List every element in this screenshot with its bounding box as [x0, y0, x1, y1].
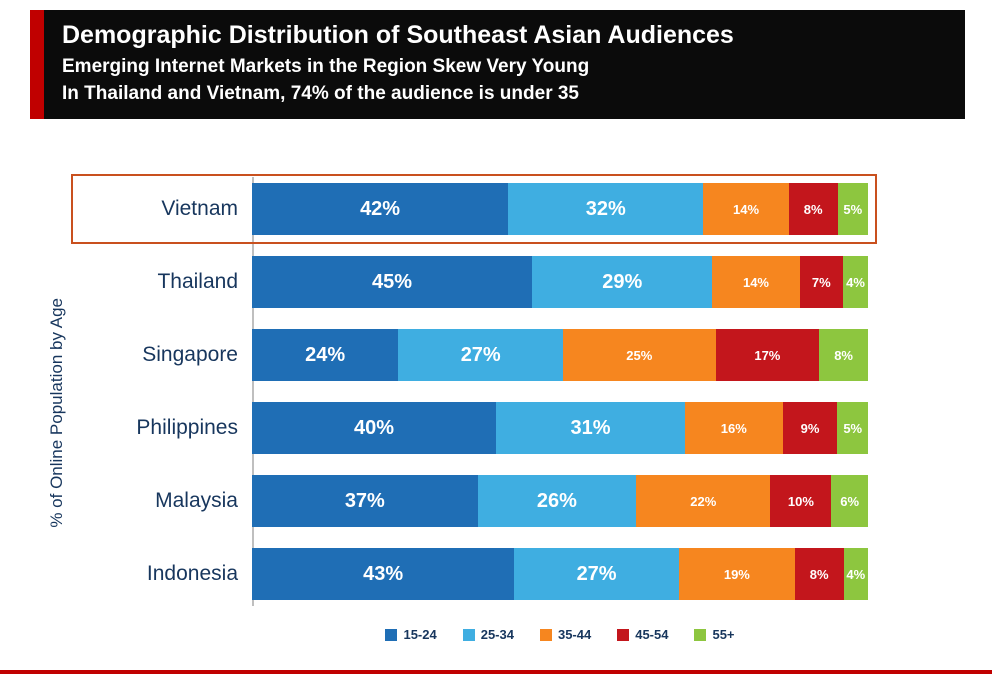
- slide-header: Demographic Distribution of Southeast As…: [30, 10, 965, 120]
- legend-swatch: [385, 628, 398, 641]
- bar-segment-25-34: 27%: [398, 329, 564, 382]
- chart-row-vietnam: Vietnam 42% 32% 14% 8% 5%: [71, 174, 877, 245]
- legend-swatch: [694, 628, 707, 641]
- bar-segment-55+: 5%: [837, 402, 868, 455]
- bar-segment-35-44: 22%: [636, 475, 771, 528]
- bar-segment-55+: 5%: [837, 183, 869, 236]
- bar-segment-15-24: 42%: [252, 183, 509, 236]
- bar-segment-25-34: 32%: [508, 183, 704, 236]
- chart-row-malaysia: Malaysia 37% 26% 22% 10% 6%: [80, 475, 868, 528]
- chart-row-thailand: Thailand 45% 29% 14% 7% 4%: [80, 256, 868, 309]
- bar-segment-35-44: 14%: [712, 256, 800, 309]
- category-label: Malaysia: [155, 489, 238, 513]
- category-label: Indonesia: [146, 562, 238, 586]
- bar-segment-45-54: 10%: [770, 475, 832, 528]
- bar-segment-55+: 6%: [831, 475, 868, 528]
- bar-segment-35-44: 19%: [678, 548, 795, 601]
- y-axis-title-text: % of Online Population by Age: [47, 297, 66, 528]
- bar-segment-15-24: 24%: [252, 329, 399, 382]
- category-label: Singapore: [142, 343, 238, 367]
- y-axis-title: % of Online Population by Age: [34, 183, 80, 642]
- bar-segment-25-34: 26%: [477, 475, 637, 528]
- bar-segment-15-24: 37%: [252, 475, 478, 528]
- bar-segment-15-24: 40%: [252, 402, 496, 455]
- chart-row-indonesia: Indonesia 43% 27% 19% 8% 4%: [80, 548, 868, 601]
- legend-item-25-34: 25-34: [462, 627, 514, 643]
- legend: 15-24 25-34 35-44 45-54 55+: [252, 627, 868, 642]
- bar-segment-35-44: 14%: [703, 183, 789, 236]
- category-label: Philippines: [136, 416, 238, 440]
- category-label: Vietnam: [161, 197, 238, 221]
- bar-segment-45-54: 9%: [782, 402, 838, 455]
- y-axis-line: [252, 177, 254, 607]
- stacked-bar: 43% 27% 19% 8% 4%: [252, 548, 868, 601]
- legend-swatch: [539, 628, 552, 641]
- bar-segment-25-34: 27%: [514, 548, 679, 601]
- chart-row-singapore: Singapore 24% 27% 25% 17% 8%: [80, 329, 868, 382]
- bar-segment-55+: 8%: [819, 329, 868, 382]
- bar-segment-15-24: 45%: [252, 256, 532, 309]
- chart-row-philippines: Philippines 40% 31% 16% 9% 5%: [80, 402, 868, 455]
- legend-item-35-44: 35-44: [539, 627, 592, 643]
- chart-rows: Vietnam 42% 32% 14% 8% 5% Thailand 45% 29% 14% 7% 4…: [71, 174, 877, 607]
- legend-item-55+: 55+: [694, 627, 735, 643]
- stacked-bar: 24% 27% 25% 17% 8%: [252, 329, 868, 382]
- legend-label: 35-44: [557, 627, 592, 643]
- bar-segment-55+: 4%: [843, 548, 868, 601]
- stacked-bar: 40% 31% 16% 9% 5%: [252, 402, 868, 455]
- stacked-bar: 42% 32% 14% 8% 5%: [252, 183, 869, 236]
- bar-segment-35-44: 25%: [563, 329, 716, 382]
- page-title: Demographic Distribution of Southeast As…: [62, 21, 734, 49]
- red-accent-bar: [30, 10, 44, 120]
- legend-item-45-54: 45-54: [617, 627, 668, 642]
- category-label: Thailand: [157, 270, 238, 294]
- legend-item-15-24: 15-24: [385, 627, 437, 643]
- bar-segment-25-34: 31%: [495, 402, 686, 455]
- stacked-bar: 37% 26% 22% 10% 6%: [252, 475, 868, 528]
- legend-label: 15-24: [403, 627, 437, 643]
- legend-label: 25-34: [480, 627, 514, 643]
- bar-segment-35-44: 16%: [685, 402, 783, 455]
- legend-label: 45-54: [635, 627, 669, 643]
- bar-segment-25-34: 29%: [532, 256, 713, 309]
- bar-segment-45-54: 8%: [794, 548, 844, 601]
- bar-segment-45-54: 17%: [715, 329, 820, 382]
- legend-swatch: [617, 628, 630, 641]
- legend-swatch: [462, 628, 475, 641]
- header-box: Demographic Distribution of Southeast As…: [44, 10, 965, 120]
- bar-segment-55+: 4%: [843, 256, 868, 309]
- bar-segment-45-54: 8%: [788, 183, 838, 236]
- plot-column: Vietnam 42% 32% 14% 8% 5% Thailand 45% 29% 14% 7% 4…: [71, 174, 877, 642]
- subtitle-line-2: In Thailand and Vietnam, 74% of the audi…: [62, 82, 579, 104]
- bar-segment-15-24: 43%: [252, 548, 515, 601]
- legend-label: 55+: [712, 627, 735, 643]
- stacked-bar: 45% 29% 14% 7% 4%: [252, 256, 868, 309]
- bottom-red-line: [0, 670, 992, 674]
- chart-area: % of Online Population by Age Vietnam 42%…: [0, 174, 992, 642]
- bar-segment-45-54: 7%: [799, 256, 844, 309]
- subtitle-line-1: Emerging Internet Markets in the Region …: [62, 56, 590, 77]
